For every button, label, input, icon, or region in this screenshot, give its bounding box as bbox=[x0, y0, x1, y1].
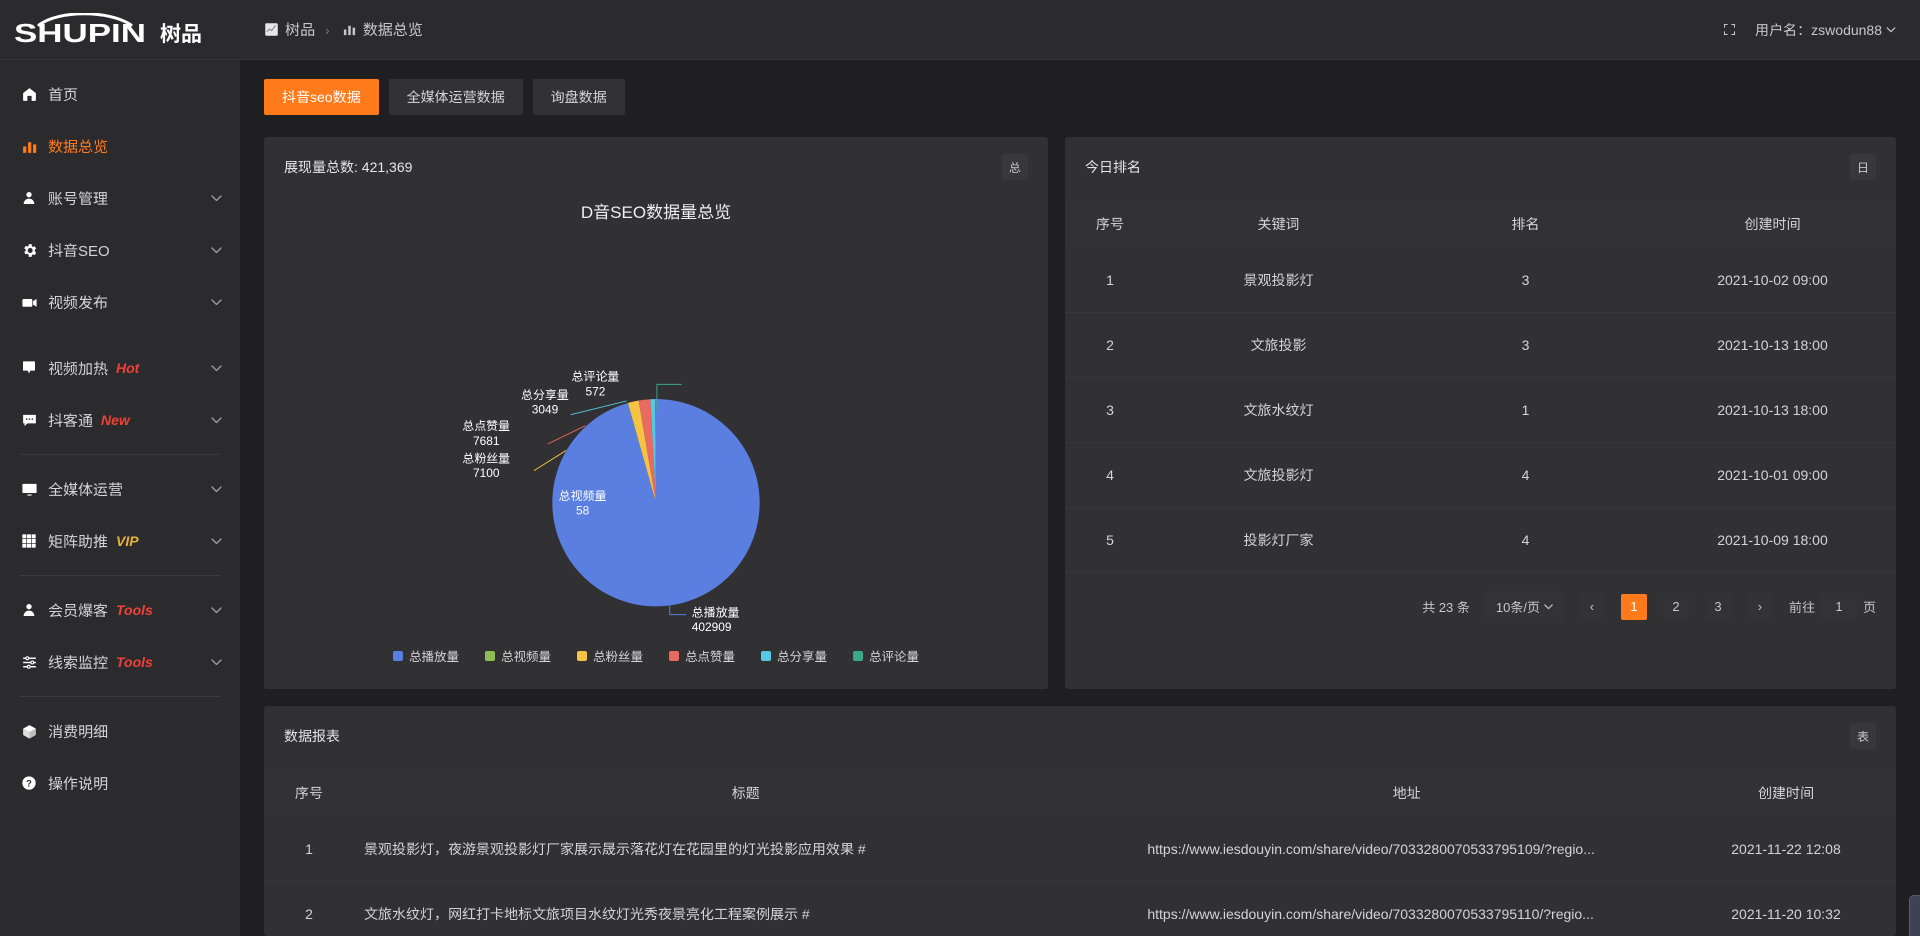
svg-text:402909: 402909 bbox=[692, 620, 732, 634]
svg-text:总分享量: 总分享量 bbox=[521, 388, 569, 402]
svg-text:总点赞量: 总点赞量 bbox=[462, 419, 510, 433]
svg-text:572: 572 bbox=[586, 384, 606, 398]
svg-text:7681: 7681 bbox=[473, 434, 500, 448]
svg-text:?: ? bbox=[26, 778, 32, 788]
svg-text:58: 58 bbox=[576, 504, 590, 518]
svg-text:3049: 3049 bbox=[532, 403, 559, 417]
svg-text:总粉丝量: 总粉丝量 bbox=[462, 451, 510, 465]
svg-text:总评论量: 总评论量 bbox=[572, 370, 620, 384]
svg-text:总播放量: 总播放量 bbox=[692, 605, 740, 619]
svg-text:SHUPIN: SHUPIN bbox=[14, 18, 146, 47]
svg-text:树品: 树品 bbox=[160, 18, 202, 47]
svg-text:总视频量: 总视频量 bbox=[559, 489, 607, 503]
svg-text:7100: 7100 bbox=[473, 466, 500, 480]
